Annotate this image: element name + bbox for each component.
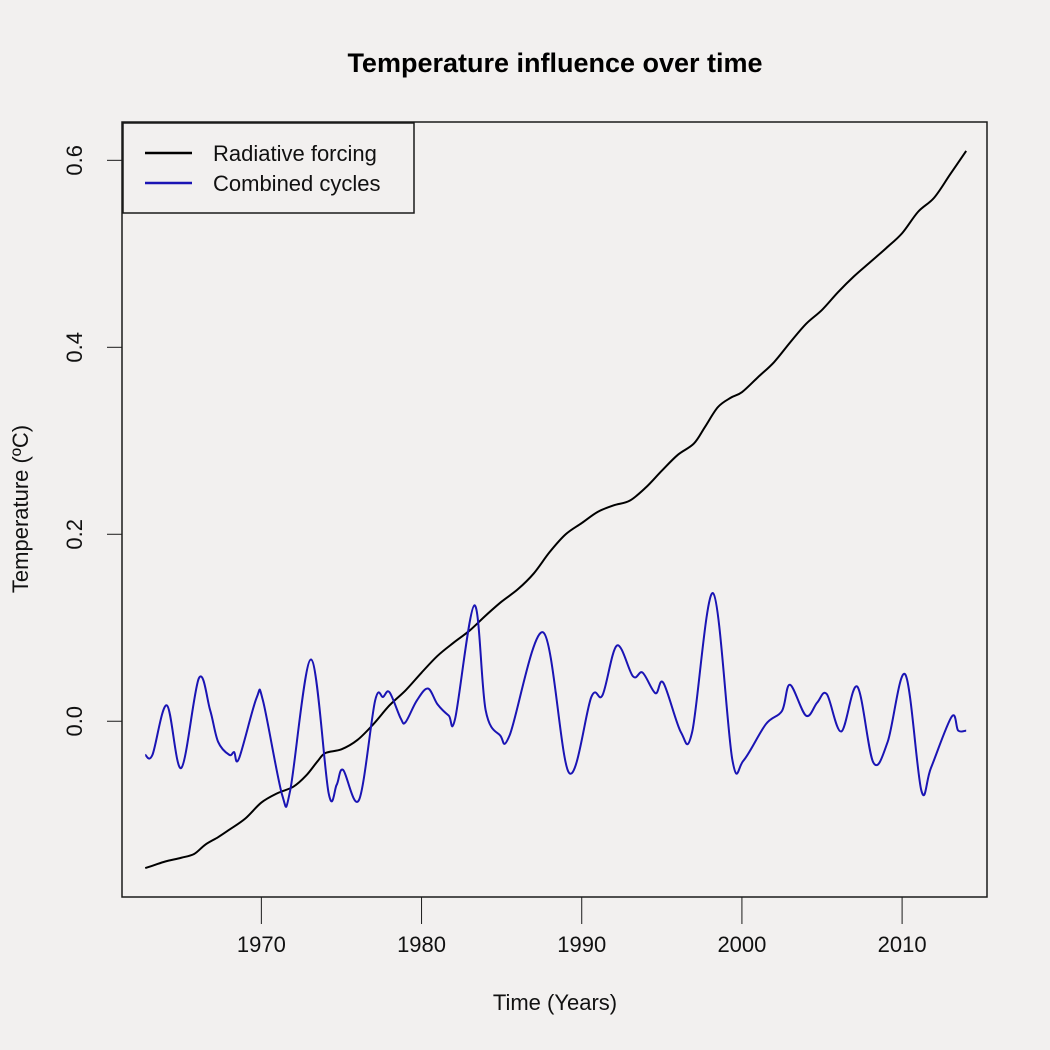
plot-area-frame [121,121,988,898]
legend-label-radiative-forcing: Radiative forcing [213,141,377,166]
chart-title: Temperature influence over time [347,48,762,78]
y-axis-label: Temperature (ºC) [8,425,33,593]
x-tick-label: 2010 [878,932,927,957]
y-axis: 0.0 0.2 0.4 0.6 [62,145,122,737]
x-tick-label: 2000 [717,932,766,957]
y-tick-label: 0.4 [62,332,87,363]
series-line-combined-cycles [144,592,967,808]
y-tick-label: 0.0 [62,706,87,737]
x-tick-label: 1970 [237,932,286,957]
series-line-radiative-forcing [144,150,968,869]
y-tick-label: 0.2 [62,519,87,550]
x-axis: 1970 1980 1990 2000 2010 [237,897,927,957]
y-tick-label: 0.6 [62,145,87,176]
series-layer [144,150,968,869]
x-tick-label: 1980 [397,932,446,957]
legend-box [122,122,415,214]
legend-label-combined-cycles: Combined cycles [213,171,381,196]
x-tick-label: 1990 [557,932,606,957]
legend: Radiative forcing Combined cycles [122,122,415,214]
x-axis-label: Time (Years) [493,990,617,1015]
